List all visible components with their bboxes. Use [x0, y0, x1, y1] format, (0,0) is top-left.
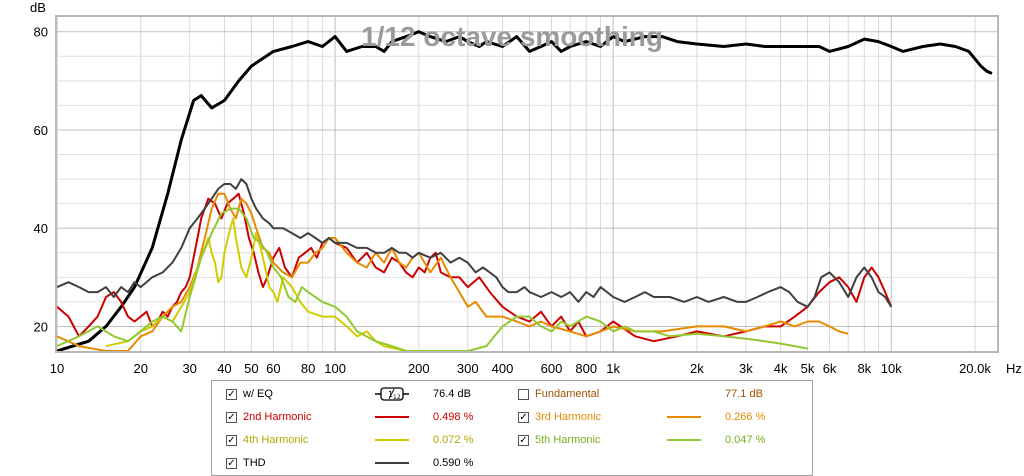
x-tick-label: 20 [133, 361, 147, 376]
legend-item-2nd-harmonic[interactable]: ✓ 2nd Harmonic [226, 407, 311, 427]
x-axis-unit: Hz [1006, 361, 1022, 376]
legend-swatch-5th-harmonic [667, 430, 701, 450]
series-line-thd [57, 178, 893, 308]
x-tick-label: 60 [266, 361, 280, 376]
series-line-w-eq [57, 30, 993, 351]
legend-checkbox-5th-harmonic[interactable]: ✓ [518, 434, 529, 446]
legend-checkbox-2nd-harmonic[interactable]: ✓ [226, 411, 237, 423]
legend-label-4th-harmonic: 4th Harmonic [243, 434, 309, 446]
legend-item-4th-harmonic[interactable]: ✓ 4th Harmonic [226, 430, 308, 450]
x-tick-label: 2k [690, 361, 704, 376]
legend-checkbox-thd[interactable]: ✓ [226, 457, 237, 469]
x-tick-label: 8k [857, 361, 871, 376]
x-tick-label: 20.0k [959, 361, 991, 376]
x-tick-label: 30 [182, 361, 196, 376]
x-tick-label: 4k [774, 361, 788, 376]
legend-label-5th-harmonic: 5th Harmonic [535, 434, 601, 446]
x-tick-label: 6k [823, 361, 837, 376]
x-tick-label: 3k [739, 361, 753, 376]
x-tick-label: 80 [301, 361, 315, 376]
x-tick-label: 40 [217, 361, 231, 376]
legend-label-fundamental: Fundamental [535, 388, 600, 400]
legend-swatch-thd [375, 453, 409, 473]
legend-row: ✓ THD 0.590 % [212, 453, 812, 473]
x-tick-label: 300 [457, 361, 479, 376]
legend-item-thd[interactable]: ✓ THD [226, 453, 266, 473]
x-tick-label: 10 [50, 361, 64, 376]
legend-checkbox-3rd-harmonic[interactable]: ✓ [518, 411, 529, 423]
legend-value-2nd-harmonic: 0.498 % [433, 411, 474, 423]
legend-label-3rd-harmonic: 3rd Harmonic [535, 411, 602, 423]
x-tick-label: 1k [606, 361, 620, 376]
series-line-5th-harmonic [57, 207, 808, 351]
legend-value-w-eq: 76.4 dB [433, 388, 471, 400]
legend-value-thd: 0.590 % [433, 457, 474, 469]
legend-checkbox-4th-harmonic[interactable]: ✓ [226, 434, 237, 446]
y-axis-label: dB [30, 0, 46, 15]
legend-label-2nd-harmonic: 2nd Harmonic [243, 411, 312, 423]
x-tick-label: 5k [801, 361, 815, 376]
legend-checkbox-fundamental[interactable] [518, 388, 529, 400]
x-tick-label: 600 [541, 361, 563, 376]
chart-title: 1/12 octave smoothing [361, 21, 663, 52]
legend-checkbox-w-eq[interactable]: ✓ [226, 388, 237, 400]
y-tick-label: 40 [34, 221, 48, 236]
legend-swatch-2nd-harmonic [375, 407, 409, 427]
y-tick-label: 80 [34, 25, 48, 40]
plot-background [55, 15, 999, 353]
x-tick-label: 50 [244, 361, 258, 376]
legend-label-thd: THD [243, 457, 266, 469]
x-tick-label: 400 [492, 361, 514, 376]
legend-row: ✓ 2nd Harmonic 0.498 % ✓ 3rd Harmonic 0.266 % [212, 407, 812, 427]
legend-row: ✓ 4th Harmonic 0.072 % ✓ 5th Harmonic 0.047 % [212, 430, 812, 450]
legend-panel: ✓ w/ EQ 1 12 76.4 dB Fundamental 77.1 dB ✓ 2nd H… [211, 380, 813, 476]
svg-text:12: 12 [393, 394, 401, 401]
legend-item-3rd-harmonic[interactable]: ✓ 3rd Harmonic [518, 407, 601, 427]
legend-value-fundamental: 77.1 dB [725, 388, 763, 400]
legend-label-w-eq: w/ EQ [243, 388, 273, 400]
legend-value-3rd-harmonic: 0.266 % [725, 411, 766, 423]
y-tick-label: 20 [34, 319, 48, 334]
legend-value-5th-harmonic: 0.047 % [725, 434, 766, 446]
series-line-4th-harmonic [105, 217, 419, 351]
legend-item-fundamental[interactable]: Fundamental [518, 384, 599, 404]
x-tick-label: 800 [575, 361, 597, 376]
x-tick-label: 200 [408, 361, 430, 376]
x-tick-label: 100 [324, 361, 346, 376]
legend-value-4th-harmonic: 0.072 % [433, 434, 474, 446]
one-twelfth-smoothing-icon[interactable]: 1 12 [375, 384, 409, 404]
y-tick-label: 60 [34, 123, 48, 138]
svg-text:1: 1 [388, 390, 393, 399]
x-tick-label: 10k [881, 361, 902, 376]
legend-swatch-4th-harmonic [375, 430, 409, 450]
spl-distortion-chart: 20 40 60 80 10 20 30 40 50 60 80 100 200 300 400 600 800… [30, 0, 1022, 376]
legend-swatch-3rd-harmonic [667, 407, 701, 427]
legend-item-5th-harmonic[interactable]: ✓ 5th Harmonic [518, 430, 600, 450]
legend-item-w-eq[interactable]: ✓ w/ EQ [226, 384, 273, 404]
legend-row: ✓ w/ EQ 1 12 76.4 dB Fundamental 77.1 dB [212, 384, 812, 404]
